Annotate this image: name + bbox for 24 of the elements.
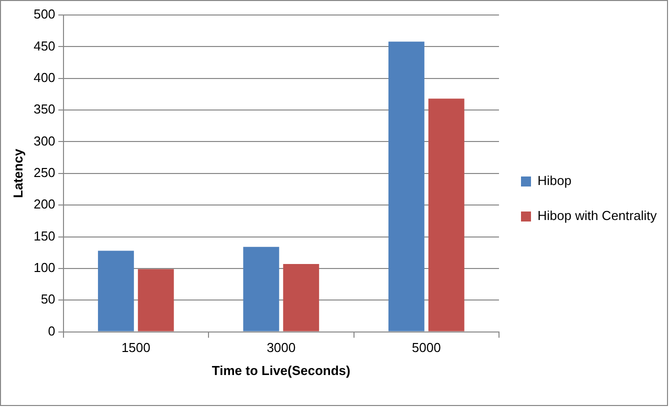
x-axis-title: Time to Live(Seconds) bbox=[212, 362, 350, 378]
y-tick-label: 450 bbox=[34, 38, 56, 54]
y-axis-title: Latency bbox=[10, 148, 26, 198]
bar bbox=[388, 42, 424, 332]
y-tick-label: 350 bbox=[34, 102, 56, 117]
y-tick-label: 0 bbox=[48, 323, 56, 338]
legend-label: Hibop bbox=[538, 173, 572, 188]
x-tick-label: 3000 bbox=[266, 340, 296, 356]
legend-label: Hibop with Centrality bbox=[538, 208, 658, 224]
y-tick-label: 200 bbox=[34, 196, 56, 212]
bar bbox=[428, 98, 464, 332]
bar bbox=[98, 250, 134, 332]
y-tick-label: 250 bbox=[34, 164, 56, 180]
bar bbox=[138, 269, 174, 332]
bar bbox=[283, 264, 320, 332]
y-tick-label: 300 bbox=[34, 133, 56, 148]
y-tick-label: 500 bbox=[34, 6, 56, 22]
y-tick-label: 150 bbox=[34, 228, 56, 244]
y-tick-label: 100 bbox=[34, 260, 56, 276]
x-tick-label: 5000 bbox=[412, 340, 441, 356]
x-tick-label: 1500 bbox=[121, 340, 150, 356]
bar bbox=[243, 246, 280, 332]
y-tick-label: 50 bbox=[40, 292, 56, 307]
y-tick-label: 400 bbox=[34, 70, 56, 85]
